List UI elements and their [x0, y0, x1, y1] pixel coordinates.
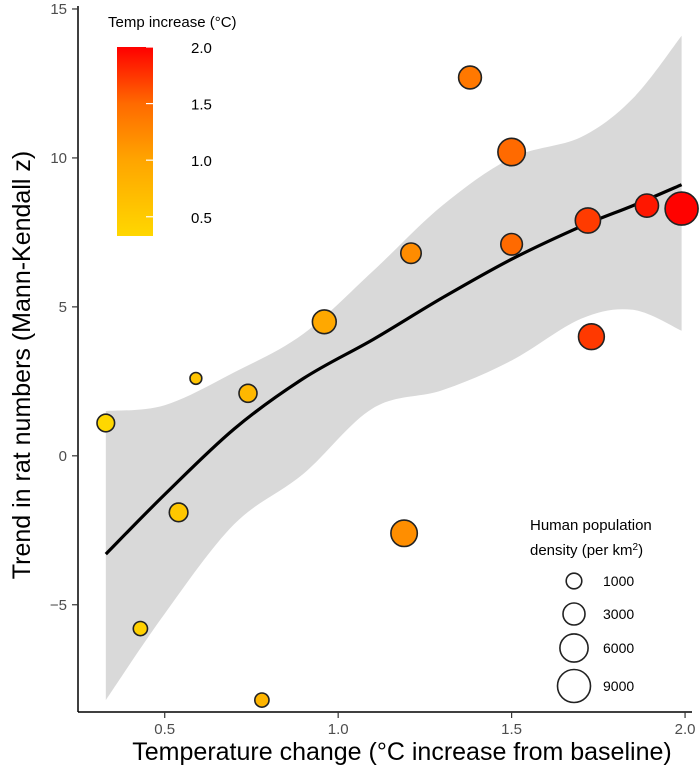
size-legend-circle: [559, 633, 589, 663]
data-point: [132, 620, 149, 637]
x-tick-label: 1.5: [501, 721, 522, 738]
size-legend-label: 9000: [603, 678, 634, 694]
data-point: [634, 193, 660, 219]
x-tick-label: 2.0: [675, 721, 696, 738]
data-point: [577, 323, 606, 351]
data-point: [574, 207, 602, 234]
color-legend-tick-label: 1.0: [191, 153, 212, 170]
x-tick-label: 1.0: [328, 721, 349, 738]
color-legend-gradient-bar: [117, 47, 153, 236]
y-axis-ticks: −5 0 5 10 15: [50, 1, 78, 614]
size-legend-circle: [565, 572, 583, 590]
x-axis-title: Temperature change (°C increase from bas…: [132, 738, 671, 766]
data-point: [189, 371, 203, 386]
color-legend-tick-label: 0.5: [191, 210, 212, 227]
size-legend-circle: [562, 602, 586, 626]
y-tick-label: 0: [59, 448, 67, 465]
data-point: [457, 65, 483, 90]
data-point: [238, 383, 258, 404]
y-tick-label: 5: [59, 299, 67, 316]
y-tick-label: 10: [50, 150, 67, 167]
data-point: [311, 309, 337, 335]
y-tick-label: −5: [50, 597, 67, 614]
confidence-band: [105, 35, 682, 701]
size-legend-title-close: ): [638, 542, 643, 559]
size-legend-title-superscript: 2: [633, 542, 639, 553]
size-legend-label: 3000: [603, 606, 634, 622]
size-legend: Human population density (per km2) 1000 3…: [530, 517, 652, 704]
data-point: [96, 413, 116, 433]
x-axis-ticks: 0.5 1.0 1.5 2.0: [154, 712, 695, 738]
y-axis-title: Trend in rat numbers (Mann-Kendall z): [8, 151, 36, 579]
axes: [77, 6, 692, 713]
data-point: [399, 242, 422, 265]
color-legend-tick-label: 2.0: [191, 40, 212, 57]
size-legend-entries: 1000 3000 6000 9000: [556, 572, 634, 704]
size-legend-title-line2-main: density (per km: [530, 542, 633, 559]
color-legend: Temp increase (°C) 0.5 1.0 1.5 2.0: [108, 14, 237, 236]
size-legend-label: 1000: [603, 573, 634, 589]
size-legend-circle: [556, 668, 592, 704]
size-legend-label: 6000: [603, 640, 634, 656]
x-tick-label: 0.5: [154, 721, 175, 738]
data-point: [390, 519, 419, 548]
data-point: [168, 502, 189, 523]
data-point: [664, 191, 699, 226]
data-points-layer: [96, 65, 699, 708]
y-tick-label: 15: [50, 1, 67, 18]
data-point: [253, 692, 270, 708]
color-legend-tick-label: 1.5: [191, 97, 212, 114]
color-legend-title: Temp increase (°C): [108, 14, 237, 31]
data-point: [497, 137, 527, 167]
confidence-band-layer: [105, 35, 682, 701]
size-legend-title-line1: Human population: [530, 517, 652, 534]
color-legend-ticks: 0.5 1.0 1.5 2.0: [146, 40, 212, 227]
data-point: [500, 232, 524, 256]
size-legend-title-line2: density (per km2): [530, 542, 643, 560]
